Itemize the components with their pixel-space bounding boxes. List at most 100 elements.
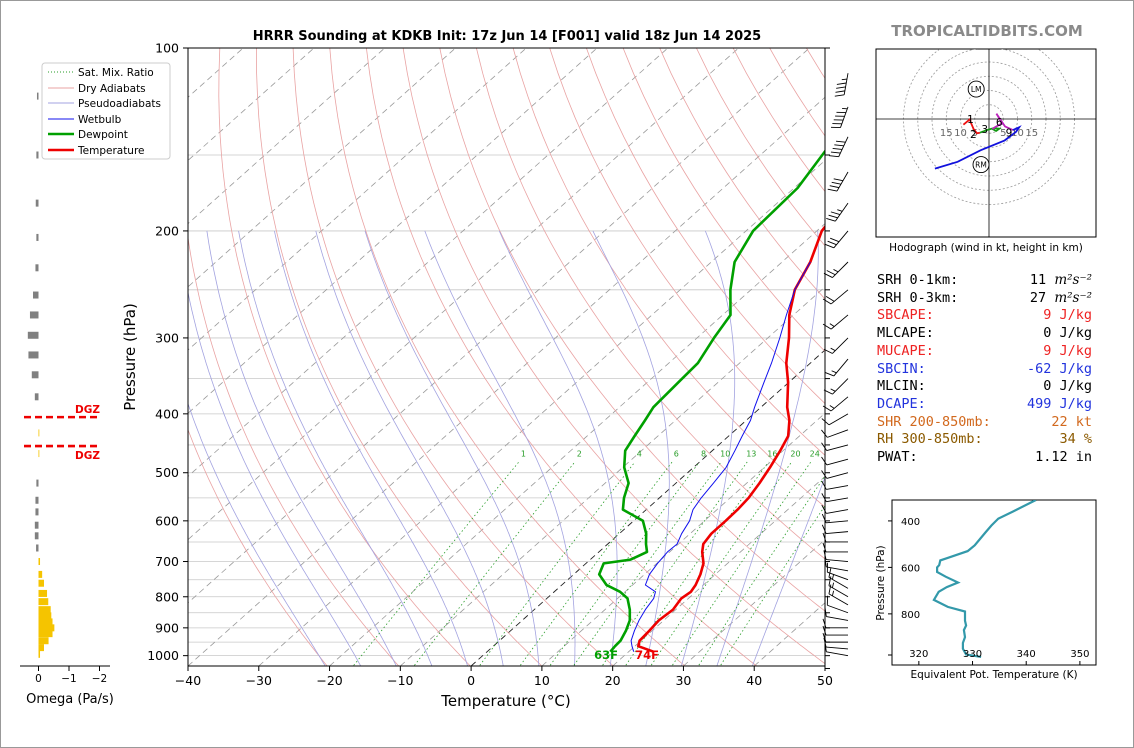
theta-e-y-tick-label: 600 <box>901 563 920 574</box>
mixing-ratio-label: 13 <box>746 449 756 458</box>
param-row-sbcape: SBCAPE: 9 J/kg <box>877 307 1092 325</box>
param-row-pwat: PWAT: 1.12 in <box>877 449 1092 467</box>
mixing-ratio-line <box>549 461 700 666</box>
wind-barb <box>828 584 849 606</box>
barb-flag <box>824 371 835 377</box>
barb-shaft <box>826 559 849 562</box>
isotherm-line <box>188 48 456 288</box>
isotherm-line <box>188 48 810 604</box>
isotherm-line <box>683 539 825 666</box>
omega-bar <box>35 199 39 207</box>
wind-barb <box>826 562 849 581</box>
barb-flag <box>823 272 833 278</box>
param-row-mlcin: MLCIN: 0 J/kg <box>877 378 1092 396</box>
barb-flag <box>821 429 828 438</box>
wind-barb <box>821 524 849 534</box>
barb-shaft <box>843 73 849 95</box>
barb-flag <box>824 557 827 568</box>
wind-barb <box>828 576 849 598</box>
wind-barb <box>821 413 849 426</box>
theta-e-curve-group <box>932 500 1037 658</box>
barb-half-flag <box>830 388 836 392</box>
omega-tick-label: −2 <box>92 673 107 685</box>
param-row-srh1: SRH 0-1km: 11 m²s⁻² <box>877 272 1092 290</box>
dry-adiabat <box>402 48 825 665</box>
param-row-mlcape: MLCAPE: 0 J/kg <box>877 325 1092 343</box>
barb-flag <box>825 296 835 302</box>
isotherm-line <box>188 48 527 351</box>
barb-flag <box>821 480 827 490</box>
isotherm-line <box>188 48 385 225</box>
legend-label-moist: Pseudoadiabats <box>78 98 161 110</box>
wind-barb <box>821 513 849 524</box>
wind-barb <box>824 642 849 657</box>
omega-bar <box>38 579 44 587</box>
mixing-ratio-line <box>519 461 673 666</box>
barb-flag <box>821 493 827 502</box>
barb-half-flag <box>831 590 835 596</box>
moist-adiabat <box>592 230 670 666</box>
param-value: 22 kt <box>1051 413 1092 430</box>
barb-flag <box>823 389 833 395</box>
param-value: 0 J/kg <box>1043 325 1092 342</box>
barb-shaft <box>830 314 849 330</box>
wind-barb <box>828 567 849 589</box>
barb-flag <box>821 470 828 479</box>
wind-barb <box>822 625 848 636</box>
hodograph-ring-label: 5 <box>1000 128 1006 139</box>
x-tick-label: −30 <box>246 673 272 688</box>
wind-barb <box>821 470 849 479</box>
surface-dewpoint-label: 63F <box>594 648 618 662</box>
barb-shaft <box>826 520 849 524</box>
legend-label-wetbulb: Wetbulb <box>78 114 122 126</box>
barb-flag <box>821 442 828 451</box>
barb-shaft <box>832 337 849 354</box>
dgz-label: DGZ <box>75 404 100 416</box>
param-row-sbcin: SBCIN: -62 J/kg <box>877 361 1092 379</box>
omega-bar <box>38 618 53 626</box>
y-tick-label: 700 <box>155 554 179 569</box>
isotherm-line <box>258 159 825 666</box>
theta-e-x-tick-label: 350 <box>1070 649 1089 660</box>
param-value: 499 J/kg <box>1026 395 1092 412</box>
omega-tick-label: 0 <box>35 673 42 685</box>
isotherm-line <box>188 48 739 541</box>
hodograph-ring-label: 15 <box>940 128 953 139</box>
mixing-ratio-line <box>650 461 792 666</box>
barb-half-flag <box>833 269 839 273</box>
mixing-ratio-label: 2 <box>577 449 582 458</box>
barb-flag <box>822 632 827 643</box>
wind-barb <box>822 542 848 553</box>
barb-shaft <box>836 171 849 192</box>
barb-flag <box>823 550 827 560</box>
mixing-ratio-label: 10 <box>720 449 730 458</box>
hodograph-caption: Hodograph (wind in kt, height in km) <box>889 242 1083 254</box>
legend-label-dewpoint: Dewpoint <box>78 129 128 141</box>
y-tick-label: 200 <box>155 223 179 238</box>
storm-motion-label: RM <box>975 161 987 170</box>
barb-half-flag <box>829 405 835 409</box>
y-tick-label: 900 <box>155 620 179 635</box>
param-value: 9 J/kg <box>1043 342 1092 359</box>
y-tick-label: 300 <box>155 330 179 345</box>
moist-adiabat <box>680 230 736 666</box>
dewpoint-profile <box>597 149 825 653</box>
wind-barb <box>821 480 849 490</box>
param-label: MUCAPE: <box>877 342 934 359</box>
omega-bar <box>36 479 39 487</box>
omega-tick-label: −1 <box>61 673 76 685</box>
mixing-ratio-line <box>352 461 520 666</box>
barb-half-flag <box>831 370 837 374</box>
mixing-ratio-label: 1 <box>521 449 526 458</box>
hodograph-segment <box>934 125 1022 170</box>
param-value: 0 J/kg <box>1043 378 1092 395</box>
barb-shaft <box>826 458 849 466</box>
legend-label-mix: Sat. Mix. Ratio <box>78 67 154 79</box>
barb-flag <box>822 625 827 636</box>
omega-bar <box>38 644 44 652</box>
barb-shaft <box>833 230 849 249</box>
barb-shaft <box>826 497 849 503</box>
omega-panel: 0 −1 −2 DGZ DGZ <box>24 92 107 685</box>
mixing-ratio-label: 36 <box>853 449 863 458</box>
moist-adiabat <box>424 230 576 666</box>
